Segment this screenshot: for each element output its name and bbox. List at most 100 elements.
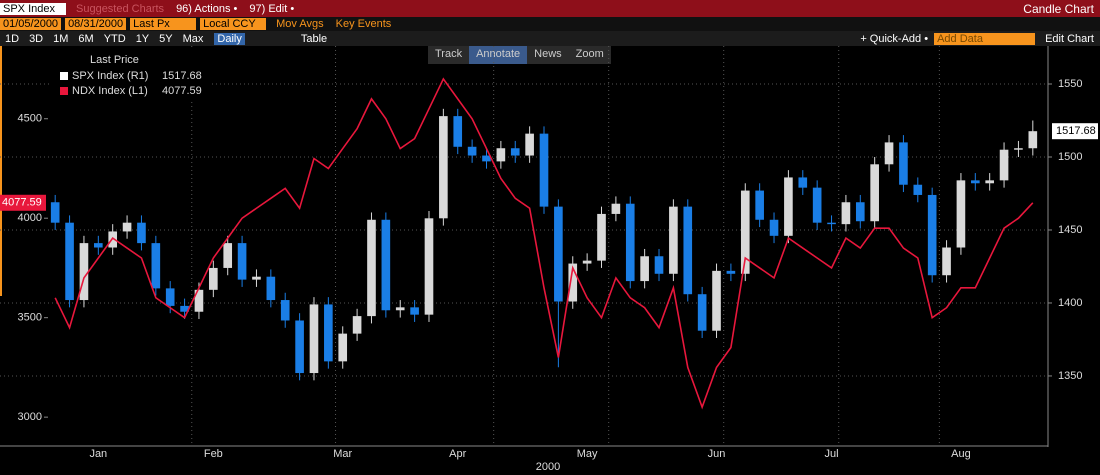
period[interactable]: YTD: [103, 32, 126, 45]
x-axis-label: 2000: [536, 461, 560, 473]
actions[interactable]: 96) Actions •: [176, 2, 238, 15]
chart-tool[interactable]: Zoom: [575, 48, 604, 60]
x-tick-label: Feb: [204, 448, 223, 460]
candle-body: [151, 243, 161, 289]
candle-body: [999, 149, 1009, 181]
candle-body: [625, 203, 635, 282]
edit-chart[interactable]: Edit Chart: [1045, 32, 1094, 45]
candle-body: [295, 320, 304, 374]
legend-swatch: [60, 87, 68, 95]
x-tick-label: Aug: [951, 448, 971, 460]
candle-body: [381, 219, 391, 311]
ticker[interactable]: SPX Index: [0, 2, 66, 15]
candle-body: [439, 116, 448, 219]
candle-body: [827, 222, 836, 225]
period[interactable]: 3D: [29, 32, 44, 45]
candle-body: [395, 307, 405, 311]
candle-body: [956, 180, 966, 248]
candle-body: [1014, 148, 1023, 150]
table[interactable]: Table: [300, 32, 328, 45]
last-value-tag: 4077.59: [2, 197, 42, 209]
candle-body: [324, 304, 333, 362]
x-tick-label: Jan: [89, 448, 107, 460]
left-highlight: [0, 46, 2, 296]
candle-body: [654, 256, 664, 274]
candle-body: [855, 202, 865, 222]
x-tick-label: Jul: [825, 448, 839, 460]
y-tick-label: 3000: [18, 411, 42, 423]
mov-avgs[interactable]: Mov Avgs: [276, 18, 324, 30]
legend-swatch: [60, 72, 68, 80]
chart-tool[interactable]: Track: [435, 48, 463, 60]
candle-body: [568, 263, 578, 302]
period[interactable]: 1D: [5, 32, 20, 45]
y2-tick-label: 1400: [1058, 297, 1082, 309]
candle-body: [726, 270, 736, 274]
candle-body: [352, 316, 362, 334]
candle-body: [784, 177, 793, 236]
candle-body: [410, 307, 419, 315]
x-tick-label: Jun: [708, 448, 726, 460]
candle-body: [338, 333, 348, 362]
edit[interactable]: 97) Edit •: [249, 2, 295, 15]
suggested[interactable]: Suggested Charts: [76, 2, 165, 15]
candle-body: [740, 190, 750, 274]
period[interactable]: 1M: [53, 32, 69, 45]
last-value-tag-bg: [1052, 123, 1098, 140]
candle-body: [669, 206, 678, 274]
line: [54, 77, 1034, 410]
candle-body: [266, 276, 276, 301]
period[interactable]: Max: [182, 32, 204, 45]
candle-body: [870, 164, 879, 222]
chart-tool[interactable]: Annotate: [469, 46, 528, 64]
chart: 1350 1400 1450 1500 1550 3000 3500 4000 4500 Jan F…: [0, 46, 1098, 473]
y2-tick-label: 1500: [1058, 151, 1082, 163]
chart-tool[interactable]: News: [534, 48, 562, 60]
x-tick-label: Apr: [449, 448, 466, 460]
quick-add[interactable]: + Quick-Add •: [860, 32, 929, 45]
candle-body: [424, 218, 434, 315]
candle-body: [525, 133, 534, 156]
candle-body: [510, 148, 520, 156]
candle-body: [913, 184, 923, 195]
period[interactable]: 1Y: [135, 32, 150, 45]
candle-body: [554, 206, 563, 302]
candle-body: [884, 142, 894, 165]
candle-body: [970, 180, 980, 184]
candle-body: [223, 243, 233, 268]
y2-tick-label: 1450: [1058, 224, 1082, 236]
candle-body: [697, 294, 707, 331]
key-events[interactable]: Key Events: [335, 18, 392, 30]
chart-type: Candle Chart: [1023, 1, 1094, 16]
start-date[interactable]: 01/05/2000: [0, 18, 62, 30]
candle-body: [942, 247, 951, 276]
candle-body: [539, 133, 549, 207]
last-value-tag: 1517.68: [1056, 125, 1096, 137]
candle-body: [712, 270, 721, 331]
y2-tick-label: 1350: [1058, 370, 1082, 382]
candle-body: [108, 231, 118, 248]
period[interactable]: 6M: [78, 32, 94, 45]
candle-body: [812, 187, 822, 223]
end-date[interactable]: 08/31/2000: [65, 18, 127, 30]
y-tick-label: 4500: [18, 113, 42, 125]
candle-body: [122, 222, 132, 232]
field[interactable]: Last Px: [130, 18, 197, 30]
candle-body: [94, 243, 103, 248]
periods: 1D 3D 1M 6M YTD 1Y 5Y Max: [0, 33, 208, 45]
candle-body: [985, 180, 994, 184]
last-value-tag-bg: [0, 194, 46, 211]
currency[interactable]: Local CCY: [200, 18, 267, 30]
legend-entry: NDX Index (L1): [72, 85, 148, 97]
candle-body: [165, 288, 175, 306]
frequency[interactable]: Daily: [214, 32, 245, 45]
candle-body: [453, 116, 463, 147]
candle-body: [252, 276, 261, 280]
period[interactable]: 5Y: [159, 32, 173, 45]
add-data[interactable]: Add Data: [934, 32, 1036, 45]
candle-body: [611, 203, 621, 214]
y-tick-label: 4000: [18, 212, 42, 224]
chart-tools: Track Annotate News Zoom: [428, 46, 611, 64]
candle-body: [237, 243, 247, 280]
candle-body: [841, 202, 851, 225]
